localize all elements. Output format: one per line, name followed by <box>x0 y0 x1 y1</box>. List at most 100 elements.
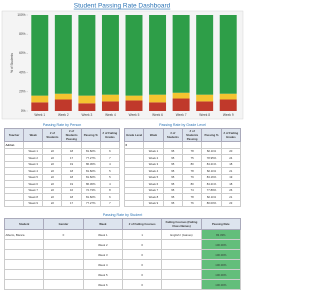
column-header: Passing Rate <box>200 218 242 230</box>
bar-segment <box>149 102 167 111</box>
cell: Week 3 <box>82 249 123 260</box>
bar-segment <box>54 99 72 111</box>
bar-segment <box>172 15 190 93</box>
x-tick-label: Week 9 <box>223 113 234 117</box>
x-tick-label: Week 1 <box>34 113 45 117</box>
bar-segment <box>125 95 143 101</box>
y-axis-label: % of Students <box>10 53 14 73</box>
cell <box>43 239 84 250</box>
bar-segment <box>78 95 96 104</box>
column-header: Teacher <box>3 128 25 142</box>
cell <box>161 259 202 270</box>
bar-segment <box>196 94 214 102</box>
column-header: # of Failing Grades <box>220 128 242 142</box>
chart: Student Passing Rate Dashboard % of Stud… <box>1 3 244 120</box>
section-title: Passing Rate by Grade Level <box>159 123 206 127</box>
cell: Week 4 <box>82 259 123 270</box>
column-header: Week <box>23 128 44 142</box>
bar-segment <box>172 98 190 111</box>
column-header: Week <box>143 128 164 142</box>
y-tick-label: 40% <box>19 70 26 74</box>
column-header: Week <box>82 218 123 230</box>
y-tick-label: 20% <box>19 90 26 94</box>
bar-segment <box>54 93 72 100</box>
column-header: Grade Level <box>123 128 145 142</box>
column-header: Passing % <box>201 128 222 142</box>
cell: 100.00% <box>200 239 242 250</box>
page: Student Passing Rate Dashboard % of Stud… <box>1 2 244 290</box>
bar-segment <box>149 15 167 95</box>
bar-segment <box>125 15 143 96</box>
cell <box>161 249 202 260</box>
table-row: Week 5 0 100.00% <box>3 269 242 280</box>
bar-segment <box>101 101 119 111</box>
column-header: # of Failing Grades <box>99 128 121 142</box>
bar-segment <box>54 15 72 94</box>
cell: 7 <box>99 199 121 207</box>
table-row: Week 8 22 18 81.82% 6 <box>3 193 121 201</box>
bar-segment <box>219 15 237 94</box>
x-tick-label: Week 3 <box>82 113 93 117</box>
y-tick-label: 80% <box>19 32 26 36</box>
cell: Week 6 <box>82 279 123 290</box>
table-row: Week 6 22 19 86.36% 4 <box>3 180 121 188</box>
column-header: # of Students Passing <box>61 128 82 142</box>
x-tick-label: Week 8 <box>199 113 210 117</box>
y-tick-label: 60% <box>19 51 26 55</box>
column-header: Gender <box>43 218 84 230</box>
table-panel: Passing Rate by Grade Level Grade Level We… <box>123 122 242 207</box>
cell <box>43 269 84 280</box>
cell <box>43 249 84 260</box>
cell: 0 <box>121 279 163 290</box>
cell: 100.00% <box>200 279 242 290</box>
section-title: Passing Rate by Student <box>102 213 143 217</box>
column-header: # of Students <box>42 128 63 142</box>
bar-segment <box>31 95 49 103</box>
table-row: Alberto, Blanca F Week 1 1 English I (Gaines… <box>3 229 242 240</box>
bar-segment <box>101 94 119 102</box>
bar-segment <box>149 94 167 103</box>
cell: 80.00% <box>201 199 222 207</box>
title: Student Passing Rate Dashboard <box>74 3 171 10</box>
bar-segment <box>78 15 96 96</box>
cell <box>123 199 145 207</box>
cell: Week 2 <box>82 239 123 250</box>
table-row: Week 4 0 100.00% <box>3 259 242 270</box>
bar-segment <box>125 100 143 111</box>
column-header: Student <box>3 218 45 230</box>
cell: 76 <box>181 199 203 207</box>
table-row: Week 4 22 18 81.82% 5 <box>3 167 121 175</box>
bar-segment <box>31 15 49 96</box>
cell: 23 <box>220 199 242 207</box>
bar-segment <box>219 99 237 111</box>
y-tick-label: 100% <box>17 13 25 17</box>
table-row: Week 2 0 100.00% <box>3 239 242 250</box>
column-header: # of Students <box>162 128 183 142</box>
bar-segment <box>31 102 49 111</box>
cell <box>3 199 25 207</box>
bar-segment <box>78 103 96 111</box>
header-row: Grade Level Week # of Students # of Student… <box>123 128 242 142</box>
cell <box>3 279 45 290</box>
cell <box>161 239 202 250</box>
cell <box>161 269 202 280</box>
bar-segment <box>196 15 214 95</box>
data-table: Grade Level Week # of Students # of Student… <box>123 128 242 207</box>
cell: Week 9 <box>143 199 164 207</box>
table-row: Week 9 95 76 80.00% 23 <box>123 199 242 207</box>
data-table: Teacher Week # of Students # of Students Pa… <box>3 128 121 207</box>
header-row: Student Gender Week # of Failing Courses Fai… <box>3 218 242 230</box>
cell: 100.00% <box>200 249 242 260</box>
bar-segment <box>196 101 214 111</box>
cell <box>161 279 202 290</box>
x-tick-label: Week 4 <box>105 113 116 117</box>
cell: 22 <box>42 199 63 207</box>
cell: Alberto, Blanca <box>3 229 45 240</box>
cell: 1 <box>121 229 163 240</box>
x-tick-label: Week 7 <box>176 113 187 117</box>
bar-segment <box>101 15 119 95</box>
cell: Week 9 <box>23 199 44 207</box>
cell: F <box>43 229 84 240</box>
cell <box>43 279 84 290</box>
table-panel: Passing Rate by Person Teacher Week # of St… <box>3 122 121 207</box>
